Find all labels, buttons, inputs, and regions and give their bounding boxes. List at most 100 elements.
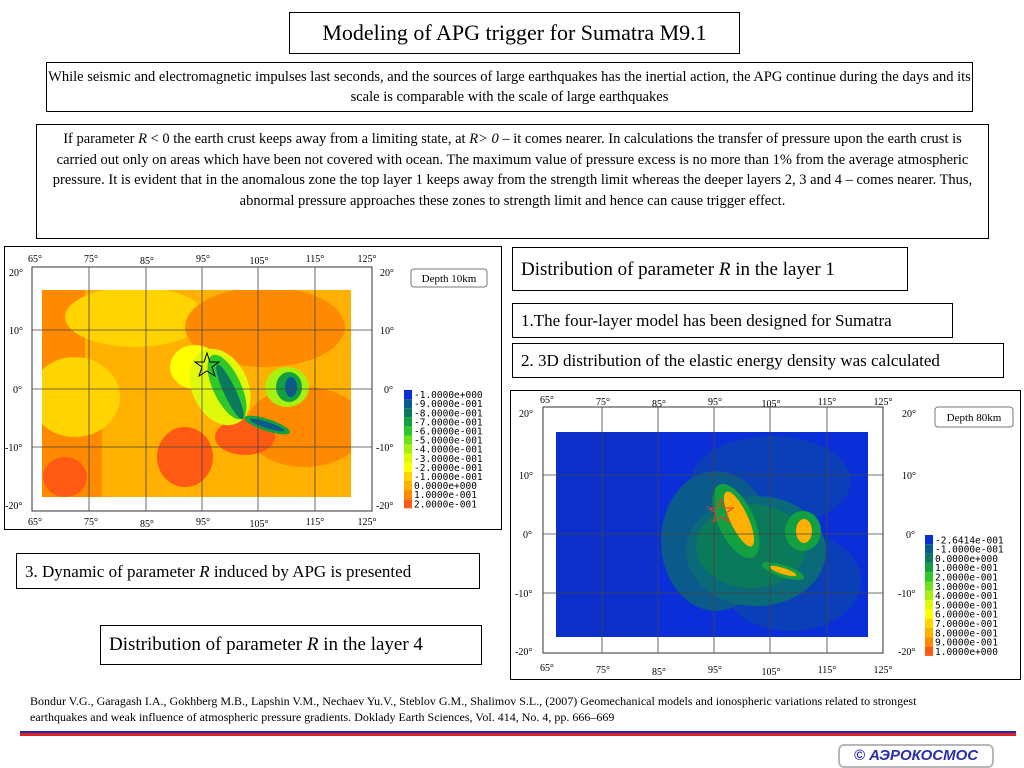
legend-label: -8.0000e-001 [414,408,483,419]
lat-tick: 0° [384,385,393,396]
lon-tick: 125° [874,665,893,676]
depth-label: Depth 80km [947,412,1002,424]
reference-citation: Bondur V.G., Garagash I.A., Gokhberg M.B… [30,694,917,724]
legend-label: -1.0000e+000 [414,390,483,401]
legend-swatch [404,408,412,418]
caption-param-r: R [718,259,731,280]
caption-text: 3. Dynamic of parameter [25,562,200,581]
lat-tick: -20° [898,647,915,658]
legend-label: 2.0000e-001 [414,499,477,510]
legend-swatch [404,471,412,481]
lon-tick: 85° [140,256,154,267]
lon-tick: 85° [652,667,666,678]
legend-label: 2.0000e-001 [935,573,998,584]
lon-tick: 105° [250,256,269,267]
legend-swatch [404,481,412,491]
legend-label: 7.0000e-001 [935,619,998,630]
legend-swatch [925,590,933,601]
lon-tick: 95° [708,397,722,408]
legend-swatch [925,562,933,573]
lat-tick: -10° [5,443,22,454]
legend-swatch [925,535,933,545]
map1-lon-ticks-bottom: 65° 75° 85° 95° 105° 115° 125° [28,517,377,530]
legend-label: -6.0000e-001 [414,427,483,438]
footer-stripes [20,728,1016,736]
caption-text: induced by APG is presented [209,562,412,581]
legend-swatch [925,572,933,582]
lon-tick: 125° [358,254,377,265]
lat-tick: 20° [9,268,23,279]
lon-tick: 65° [28,517,42,528]
step-2-box: 2. 3D distribution of the elastic energy… [512,343,1004,378]
logo-text: © АЭРОКОСМОС [853,747,979,764]
lat-tick: 0° [906,530,915,541]
legend-label: 5.0000e-001 [935,600,998,611]
caption-text: Distribution of parameter [521,259,719,280]
lon-tick: 95° [708,665,722,676]
depth-label-box [410,268,488,288]
legend-swatch [404,499,412,509]
explain-part-1: If parameter [63,131,139,147]
lon-tick: 85° [140,519,154,529]
legend-swatch [925,618,933,628]
map2-lon-ticks-bottom: 65° 75° 85° 95° 105° 115° 125° [540,663,893,678]
lon-tick: 105° [250,519,269,529]
stripe [20,730,1016,734]
lat-tick: -10° [376,443,393,454]
map-layer-4: 65° 75° 85° 95° 105° 115° 125° 65° 75° 8… [510,390,1021,680]
depth-label-box [934,406,1014,428]
explain-part-2: < 0 the earth crust keeps away from a li… [146,131,470,147]
epicenter-star-icon [707,497,735,524]
heatmap-layer-1 [42,290,351,497]
caption-text: in the layer 4 [318,634,423,655]
lat-tick: -20° [515,647,532,658]
legend-label: -2.6414e-001 [935,535,1004,546]
lon-tick: 75° [596,397,610,408]
lat-tick: 0° [13,385,22,396]
heatmap-layer-4 [556,432,868,637]
lon-tick: 85° [652,399,666,410]
lat-tick: 20° [519,409,533,420]
caption-text: Distribution of parameter [109,634,307,655]
explain-param-r: R [138,131,147,147]
lat-tick: 20° [380,268,394,279]
aerokosmos-logo: © АЭРОКОСМОС [838,744,994,768]
lon-tick: 65° [540,663,554,674]
legend-label: 1.0000e+000 [935,647,998,658]
legend-label: 1.0000e-001 [414,490,477,501]
lon-tick: 115° [306,517,325,528]
map2-grid [543,407,883,653]
legend-swatch [925,646,933,656]
intro-text-box: While seismic and electromagnetic impuls… [46,62,973,112]
depth-label: Depth 10km [422,273,477,285]
legend-label: -2.0000e-001 [414,463,483,474]
map1-grid [32,267,372,511]
legend-label: -3.0000e-001 [414,454,483,465]
legend-label: 4.0000e-001 [935,591,998,602]
lon-tick: 125° [874,397,893,408]
stripe [20,733,1016,736]
explanation-text-box: If parameter R < 0 the earth crust keeps… [36,124,989,239]
lat-tick: 10° [902,471,916,482]
caption-layer-1: Distribution of parameter R in the layer… [512,247,908,291]
legend-label: 1.0000e-001 [935,563,998,574]
lon-tick: 95° [196,254,210,265]
map1-lat-ticks-left: 20° 10° 0° -10° -20° [5,268,23,512]
legend-label: -1.0000e-001 [935,545,1004,556]
legend-swatch [404,417,412,427]
legend-swatch [404,453,412,463]
step-3-box: 3. Dynamic of parameter R induced by APG… [16,553,480,589]
lon-tick: 105° [762,399,781,410]
stripe [20,728,1016,731]
legend-swatch [404,444,412,454]
map2-lat-ticks-right: 20° 10° 0° -10° -20° [898,409,916,658]
legend-swatch [925,544,933,554]
epicenter-star-icon [193,351,221,378]
lon-tick: 75° [84,517,98,528]
legend-swatch [925,600,933,610]
lon-tick: 75° [84,254,98,265]
lat-tick: -20° [376,501,393,512]
slide-title: Modeling of APG trigger for Sumatra M9.1 [289,12,740,54]
legend-label: -1.0000e-001 [414,472,483,483]
legend-swatch [925,581,933,591]
